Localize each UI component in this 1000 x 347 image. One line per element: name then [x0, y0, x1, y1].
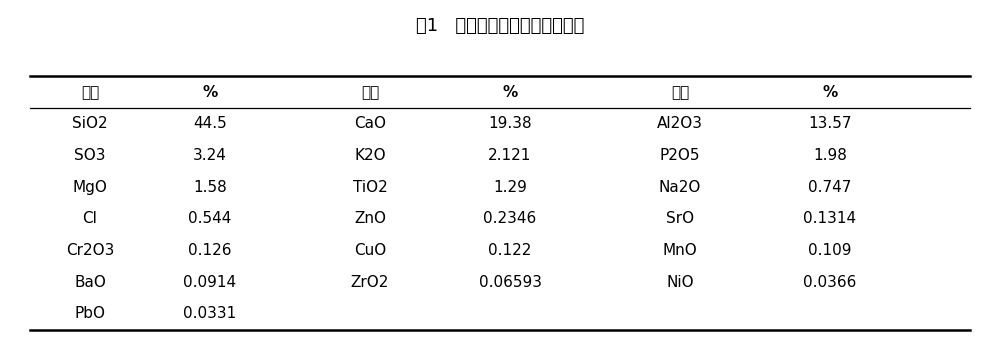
Text: 13.57: 13.57 — [808, 116, 852, 131]
Text: 0.109: 0.109 — [808, 243, 852, 258]
Text: 2.121: 2.121 — [488, 148, 532, 163]
Text: 元素: 元素 — [361, 85, 379, 100]
Text: Cr2O3: Cr2O3 — [66, 243, 114, 258]
Text: 表1   某陈腐垃圾筛下物元素分析: 表1 某陈腐垃圾筛下物元素分析 — [416, 17, 584, 35]
Text: Na2O: Na2O — [659, 180, 701, 195]
Text: 0.1314: 0.1314 — [803, 211, 857, 226]
Text: 0.0914: 0.0914 — [183, 275, 237, 290]
Text: 元素: 元素 — [81, 85, 99, 100]
Text: MnO: MnO — [663, 243, 697, 258]
Text: 0.126: 0.126 — [188, 243, 232, 258]
Text: TiO2: TiO2 — [353, 180, 387, 195]
Text: 0.122: 0.122 — [488, 243, 532, 258]
Text: CuO: CuO — [354, 243, 386, 258]
Text: 0.2346: 0.2346 — [483, 211, 537, 226]
Text: BaO: BaO — [74, 275, 106, 290]
Text: PbO: PbO — [74, 306, 106, 321]
Text: 0.0366: 0.0366 — [803, 275, 857, 290]
Text: 0.747: 0.747 — [808, 180, 852, 195]
Text: CaO: CaO — [354, 116, 386, 131]
Text: ZrO2: ZrO2 — [351, 275, 389, 290]
Text: 1.29: 1.29 — [493, 180, 527, 195]
Text: 1.58: 1.58 — [193, 180, 227, 195]
Text: K2O: K2O — [354, 148, 386, 163]
Text: %: % — [502, 85, 518, 100]
Text: SO3: SO3 — [74, 148, 106, 163]
Text: ZnO: ZnO — [354, 211, 386, 226]
Text: MgO: MgO — [73, 180, 107, 195]
Text: NiO: NiO — [666, 275, 694, 290]
Text: 3.24: 3.24 — [193, 148, 227, 163]
Text: 19.38: 19.38 — [488, 116, 532, 131]
Text: %: % — [202, 85, 218, 100]
Text: 元素: 元素 — [671, 85, 689, 100]
Text: P2O5: P2O5 — [660, 148, 700, 163]
Text: SiO2: SiO2 — [72, 116, 108, 131]
Text: 0.544: 0.544 — [188, 211, 232, 226]
Text: 0.06593: 0.06593 — [479, 275, 542, 290]
Text: %: % — [822, 85, 838, 100]
Text: 1.98: 1.98 — [813, 148, 847, 163]
Text: SrO: SrO — [666, 211, 694, 226]
Text: 44.5: 44.5 — [193, 116, 227, 131]
Text: Al2O3: Al2O3 — [657, 116, 703, 131]
Text: Cl: Cl — [83, 211, 97, 226]
Text: 0.0331: 0.0331 — [183, 306, 237, 321]
